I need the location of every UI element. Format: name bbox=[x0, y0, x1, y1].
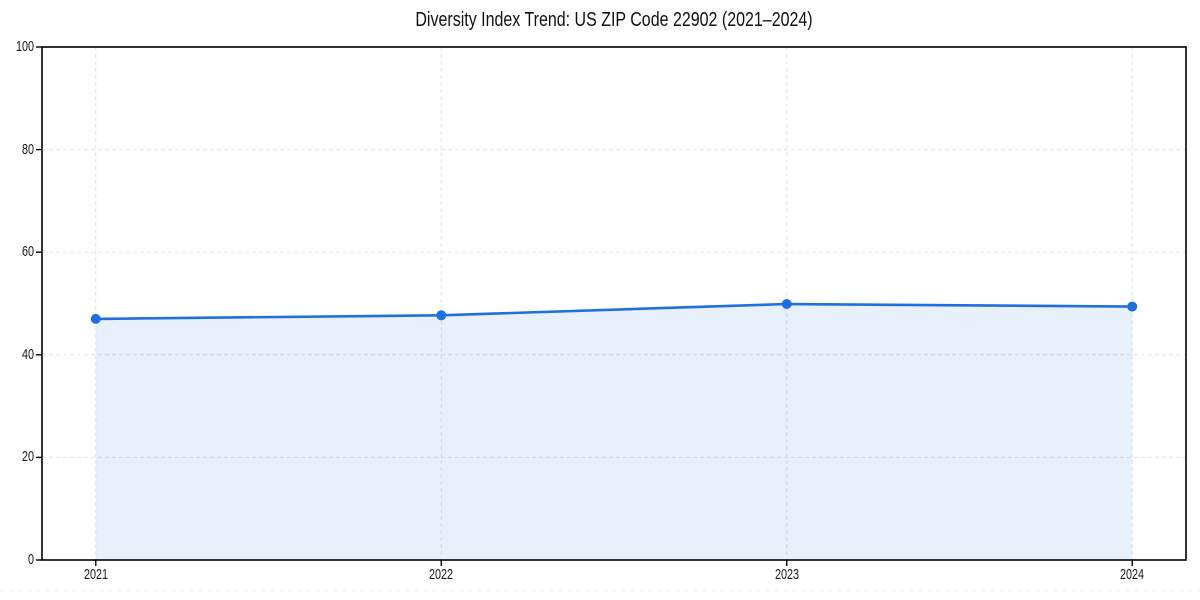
y-tick-label: 20 bbox=[21, 448, 34, 466]
y-tick-label: 0 bbox=[27, 551, 34, 568]
y-tick-label: 80 bbox=[21, 140, 34, 158]
chart-title: Diversity Index Trend: US ZIP Code 22902… bbox=[415, 9, 813, 31]
axis-spines bbox=[41, 46, 1187, 561]
data-point-2022 bbox=[436, 310, 447, 321]
series-line bbox=[94, 302, 1134, 321]
data-point-2024 bbox=[1127, 301, 1138, 312]
series-area-fill bbox=[95, 304, 1133, 560]
y-tick-label: 40 bbox=[21, 345, 34, 363]
y-tick-label: 60 bbox=[21, 243, 34, 261]
data-point-2021 bbox=[90, 313, 101, 324]
x-tick-label: 2021 bbox=[83, 566, 108, 583]
data-point-2023 bbox=[781, 299, 792, 310]
x-tick-label: 2024 bbox=[1120, 566, 1145, 583]
x-tick-label: 2023 bbox=[774, 566, 799, 583]
x-tick-label: 2022 bbox=[429, 566, 454, 583]
y-tick-label: 100 bbox=[15, 38, 34, 55]
